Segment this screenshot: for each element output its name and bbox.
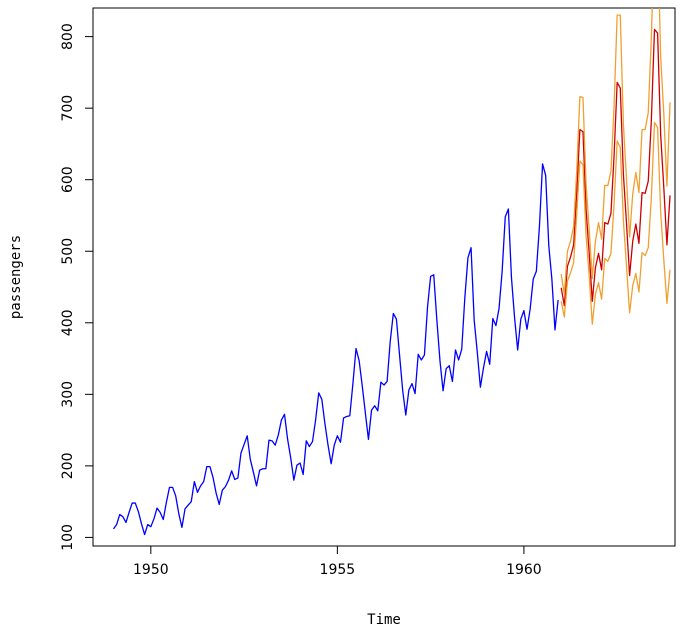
upper-bound-series-line bbox=[560, 8, 671, 295]
y-tick-label: 400 bbox=[60, 309, 76, 336]
forecast-series-line bbox=[560, 28, 671, 307]
y-tick-label: 500 bbox=[60, 238, 76, 265]
y-axis-title: passengers bbox=[8, 235, 24, 319]
observed-series-line bbox=[112, 163, 559, 536]
y-tick-label: 600 bbox=[60, 166, 76, 193]
y-tick-label: 700 bbox=[60, 95, 76, 122]
plot-frame bbox=[92, 7, 676, 547]
y-tick-label: 100 bbox=[60, 524, 76, 551]
x-tick-label: 1955 bbox=[320, 562, 356, 578]
y-tick-label: 300 bbox=[60, 381, 76, 408]
lower-bound-series-line bbox=[560, 121, 671, 325]
x-tick-label: 1950 bbox=[133, 562, 169, 578]
series-layer bbox=[112, 8, 671, 536]
x-axis: 1950 1955 1960 bbox=[133, 545, 542, 578]
y-tick-label: 800 bbox=[60, 23, 76, 50]
y-tick-label: 200 bbox=[60, 453, 76, 480]
x-axis-title: Time bbox=[367, 612, 401, 628]
x-tick-label: 1960 bbox=[506, 562, 542, 578]
y-axis: 100 200 300 400 500 600 700 800 bbox=[60, 23, 94, 551]
